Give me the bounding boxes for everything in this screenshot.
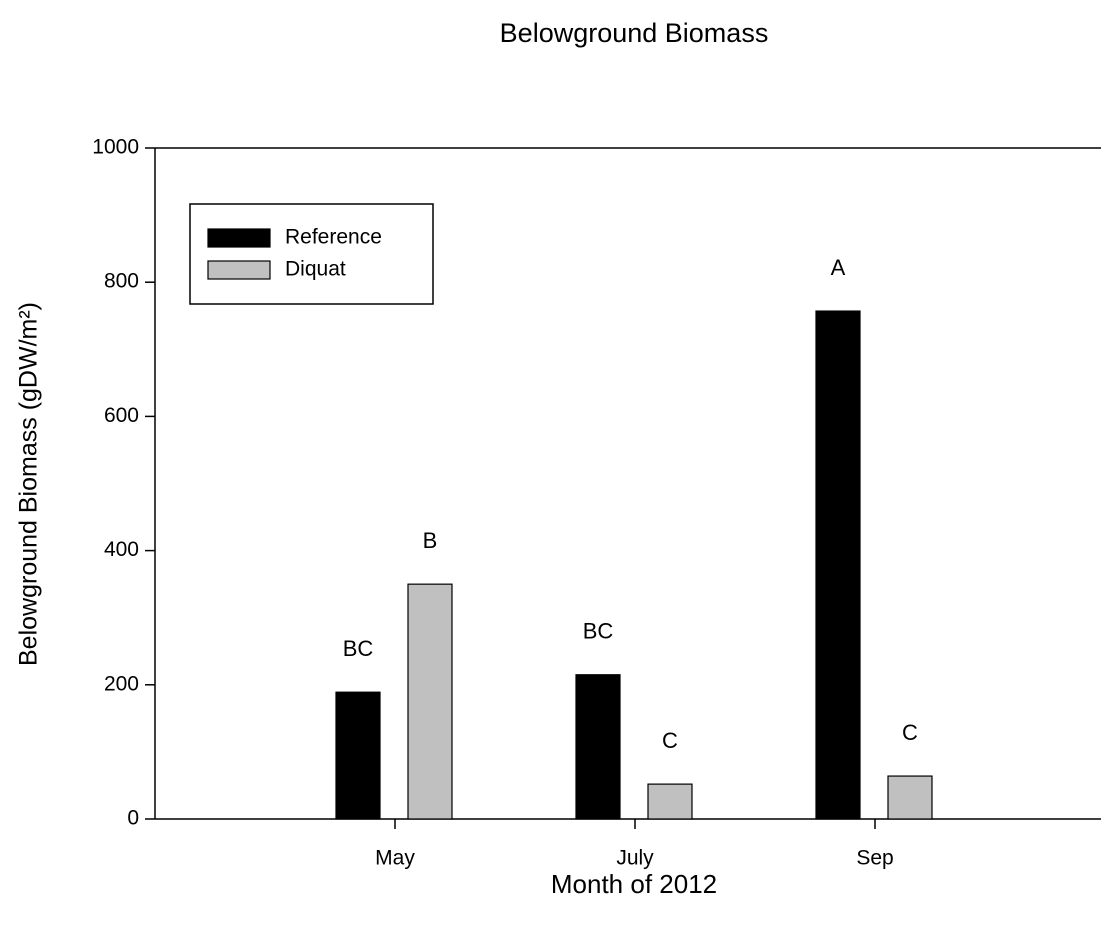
- bar: [575, 674, 621, 820]
- y-tick-label: 0: [127, 807, 139, 830]
- y-tick-label: 600: [104, 404, 139, 427]
- chart-title: Belowground Biomass: [500, 18, 769, 48]
- letter-label: B: [423, 528, 438, 553]
- y-axis-label: Belowground Biomass (gDW/m²): [15, 302, 43, 666]
- legend-label: Diquat: [285, 258, 346, 281]
- legend-box: [189, 203, 434, 305]
- letter-label: BC: [343, 636, 374, 661]
- y-tick-label: 400: [104, 538, 139, 561]
- y-tick-label: 1000: [92, 136, 139, 159]
- bar: [335, 691, 381, 820]
- letter-label: C: [662, 728, 678, 753]
- bar: [887, 775, 933, 820]
- x-axis-label: Month of 2012: [551, 869, 717, 899]
- bar: [647, 783, 693, 820]
- letter-label: A: [831, 255, 846, 280]
- x-tick-label: July: [616, 847, 654, 870]
- legend-swatch: [207, 228, 271, 248]
- bar: [407, 583, 453, 820]
- y-tick-label: 800: [104, 270, 139, 293]
- letter-label: C: [902, 720, 918, 745]
- y-tick-label: 200: [104, 672, 139, 695]
- legend-swatch: [207, 260, 271, 280]
- x-tick-label: May: [375, 847, 415, 870]
- letter-label: BC: [583, 619, 614, 644]
- legend-label: Reference: [285, 226, 382, 249]
- x-tick-label: Sep: [856, 847, 893, 870]
- bar: [815, 310, 861, 820]
